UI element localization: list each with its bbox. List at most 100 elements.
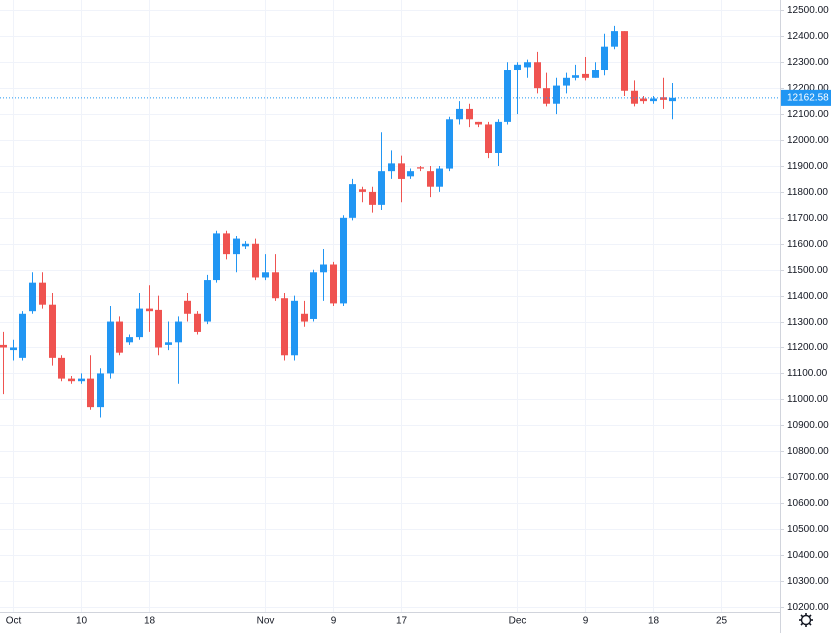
candles [0, 25, 780, 418]
y-tick-label: 11200.00 [787, 342, 828, 353]
candle-body [504, 70, 511, 122]
x-tick-label: 18 [648, 616, 660, 627]
candle-body [310, 272, 317, 319]
candle-body [650, 98, 657, 102]
candle-body [543, 88, 550, 104]
x-tick-label: Dec [509, 616, 527, 627]
settings-icon[interactable] [799, 613, 813, 627]
axes: 10200.00 10300.00 10400.00 10500.00 10600.00… [6, 5, 831, 627]
candle-body [446, 119, 453, 169]
candle-body [301, 313, 308, 322]
y-tick-label: 12100.00 [787, 109, 829, 120]
candle-body [436, 168, 443, 187]
candle-body [213, 233, 220, 281]
candle-body [466, 108, 473, 120]
candle-body [58, 357, 65, 379]
candle-body [136, 308, 143, 338]
candle-body [601, 46, 608, 71]
candle-body [194, 313, 201, 332]
candle-body [107, 321, 114, 374]
candle-body [514, 64, 521, 71]
candle-body [262, 272, 269, 278]
x-tick-label: 18 [144, 616, 156, 627]
x-tick-label: 10 [76, 616, 88, 627]
candle-body [417, 167, 424, 169]
candle-body [204, 280, 211, 322]
candle-body [39, 282, 46, 305]
x-tick-label: 17 [396, 616, 408, 627]
candle-body [330, 264, 337, 304]
candle-body [582, 73, 589, 78]
candle-body [378, 171, 385, 205]
y-tick-label: 11700.00 [787, 213, 828, 224]
candle-body [427, 171, 434, 187]
candle-body [116, 321, 123, 353]
y-tick-label: 11300.00 [787, 317, 828, 328]
y-tick-label: 11000.00 [787, 394, 828, 405]
x-tick-label: 9 [331, 616, 337, 627]
candle-body [184, 300, 191, 314]
candle-body [155, 309, 162, 348]
candle-body [233, 238, 240, 255]
candle-body [49, 304, 56, 358]
candle-body [10, 347, 17, 351]
y-tick-label: 10600.00 [787, 498, 829, 509]
y-tick-label: 10400.00 [787, 550, 829, 561]
x-tick-label: Oct [6, 616, 22, 627]
candle-body [456, 108, 463, 120]
y-tick-label: 12300.00 [787, 57, 829, 68]
y-tick-label: 12200.00 [787, 83, 829, 94]
candle-body [631, 90, 638, 104]
candle-body [495, 121, 502, 153]
last-price-label: 12162.58 [787, 93, 829, 104]
candle-body [0, 344, 7, 348]
candle-body [349, 184, 356, 218]
candle-body [97, 373, 104, 408]
candle-body [621, 31, 628, 91]
x-tick-label: Nov [257, 616, 275, 627]
candle-body [252, 243, 259, 278]
candle-body [669, 97, 676, 102]
candle-body [485, 124, 492, 153]
y-tick-label: 10900.00 [787, 420, 829, 431]
candle-body [611, 31, 618, 47]
x-tick-label: 9 [583, 616, 589, 627]
candle-body [87, 378, 94, 408]
gear-teeth[interactable] [799, 613, 813, 627]
y-tick-label: 10500.00 [787, 524, 829, 535]
x-tick-label: 25 [716, 616, 728, 627]
candle-body [534, 62, 541, 89]
candle-body [281, 298, 288, 356]
candle-body [291, 300, 298, 356]
last-price-tag [781, 89, 831, 106]
candle-body [407, 171, 414, 177]
candle-body [592, 70, 599, 78]
candle-body [563, 77, 570, 86]
y-tick-label: 10200.00 [787, 602, 829, 613]
y-tick-label: 10700.00 [787, 472, 829, 483]
y-tick-label: 11400.00 [787, 291, 828, 302]
candle-body [175, 321, 182, 343]
candle-body [359, 189, 366, 192]
candle-body [320, 264, 327, 273]
y-tick-label: 10800.00 [787, 446, 829, 457]
y-tick-label: 11800.00 [787, 187, 828, 198]
candle-body [19, 313, 26, 358]
y-tick-label: 10300.00 [787, 576, 829, 587]
candle-body [126, 337, 133, 343]
candle-body [388, 163, 395, 172]
candle-body [165, 342, 172, 345]
candle-body [223, 233, 230, 255]
candle-body [78, 378, 85, 382]
y-tick-label: 11600.00 [787, 239, 828, 250]
y-tick-label: 12500.00 [787, 5, 829, 16]
y-tick-label: 12400.00 [787, 31, 829, 42]
candle-body [242, 243, 249, 247]
candle-body [68, 378, 75, 382]
candle-body [553, 85, 560, 104]
candle-body [146, 308, 153, 312]
candle-body [475, 121, 482, 125]
candle-body [369, 191, 376, 205]
